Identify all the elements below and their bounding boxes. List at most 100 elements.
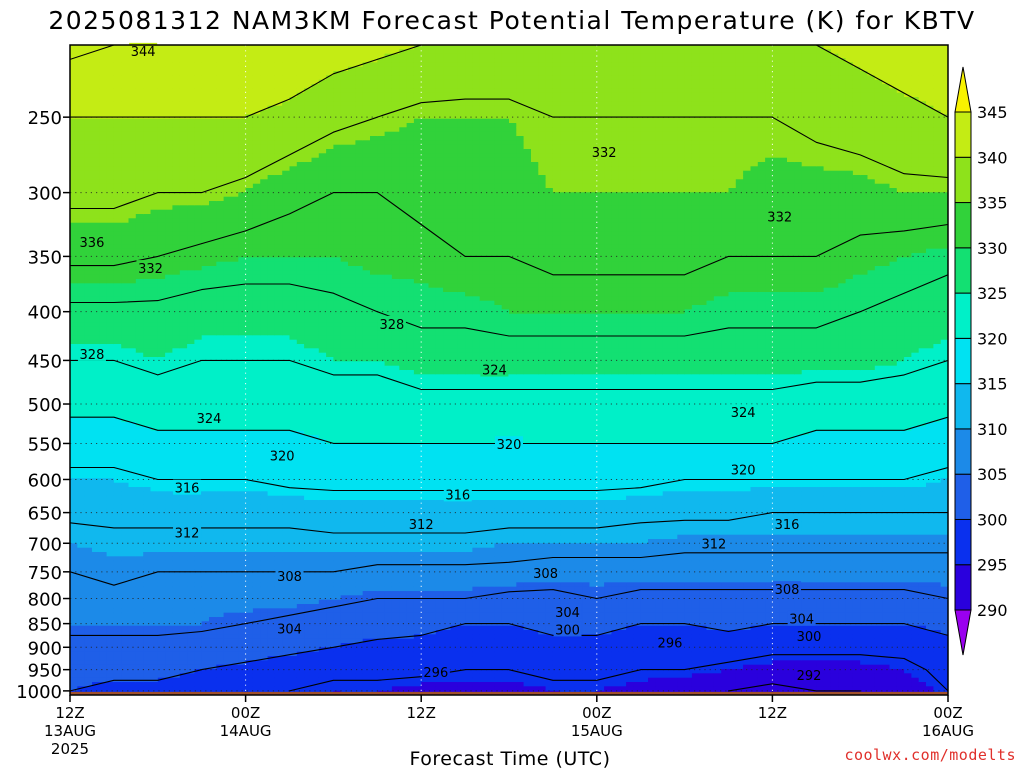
heatmap-cell	[165, 92, 173, 98]
heatmap-cell	[121, 127, 130, 133]
heatmap-cell	[172, 586, 181, 592]
heatmap-cell	[274, 292, 283, 297]
heatmap-cell	[187, 370, 195, 375]
heatmap-cell	[282, 123, 291, 128]
heatmap-cell	[121, 686, 130, 692]
heatmap-cell	[289, 647, 298, 653]
heatmap-cell	[128, 443, 137, 449]
heatmap-cell	[179, 62, 188, 68]
heatmap-cell	[77, 534, 86, 540]
heatmap-cell	[121, 75, 130, 81]
heatmap-cell	[274, 352, 283, 358]
heatmap-cell	[150, 495, 159, 501]
heatmap-cell	[179, 387, 188, 393]
heatmap-cell	[121, 508, 130, 514]
heatmap-cell	[121, 283, 130, 289]
heatmap-cell	[304, 205, 312, 211]
heatmap-cell	[106, 517, 115, 523]
heatmap-cell	[209, 656, 217, 661]
heatmap-cell	[92, 456, 100, 462]
heatmap-cell	[201, 227, 210, 232]
heatmap-cell	[201, 582, 210, 588]
heatmap-cell	[304, 170, 312, 176]
heatmap-cell	[92, 170, 100, 176]
heatmap-cell	[172, 88, 181, 94]
heatmap-cell	[282, 53, 291, 59]
heatmap-cell	[84, 218, 93, 224]
heatmap-cell	[282, 62, 291, 68]
heatmap-cell	[172, 422, 181, 427]
heatmap-cell	[92, 638, 100, 644]
heatmap-cell	[282, 560, 291, 566]
heatmap-cell	[311, 71, 320, 76]
heatmap-cell	[143, 686, 152, 692]
heatmap-cell	[289, 365, 298, 371]
heatmap-cell	[296, 547, 305, 553]
heatmap-cell	[106, 318, 115, 323]
heatmap-cell	[245, 491, 254, 497]
heatmap-cell	[99, 673, 108, 679]
heatmap-cell	[70, 591, 78, 596]
heatmap-cell	[157, 660, 166, 666]
heatmap-cell	[252, 595, 261, 601]
heatmap-cell	[92, 443, 100, 449]
heatmap-cell	[172, 270, 181, 276]
heatmap-cell	[289, 162, 298, 167]
heatmap-cell	[143, 530, 152, 536]
heatmap-cell	[70, 500, 78, 505]
heatmap-cell	[260, 625, 269, 631]
heatmap-cell	[77, 305, 86, 310]
heatmap-cell	[252, 383, 261, 388]
heatmap-cell	[113, 149, 122, 154]
heatmap-cell	[179, 370, 188, 375]
heatmap-cell	[113, 478, 122, 484]
heatmap-cell	[260, 508, 269, 514]
heatmap-cell	[128, 253, 137, 258]
heatmap-cell	[172, 664, 181, 670]
heatmap-cell	[157, 309, 166, 315]
heatmap-cell	[223, 573, 232, 579]
heatmap-cell	[209, 235, 217, 241]
heatmap-cell	[304, 461, 312, 466]
heatmap-cell	[267, 474, 276, 479]
heatmap-cell	[223, 404, 232, 410]
heatmap-cell	[238, 62, 247, 68]
heatmap-cell	[113, 266, 122, 271]
heatmap-cell	[223, 656, 232, 661]
heatmap-cell	[135, 487, 144, 492]
heatmap-cell	[267, 417, 276, 423]
heatmap-cell	[267, 244, 276, 250]
heatmap-cell	[121, 58, 130, 63]
heatmap-cell	[282, 248, 291, 254]
heatmap-cell	[304, 565, 312, 570]
heatmap-cell	[187, 495, 195, 501]
heatmap-cell	[70, 326, 78, 332]
heatmap-cell	[135, 664, 144, 670]
heatmap-cell	[99, 175, 108, 180]
heatmap-cell	[216, 547, 225, 553]
heatmap-cell	[99, 296, 108, 302]
heatmap-cell	[113, 335, 122, 341]
heatmap-cell	[238, 409, 247, 414]
heatmap-cell	[223, 682, 232, 687]
heatmap-cell	[172, 71, 181, 76]
heatmap-cell	[282, 66, 291, 72]
heatmap-cell	[70, 287, 78, 293]
heatmap-cell	[106, 157, 115, 163]
heatmap-cell	[282, 387, 291, 393]
heatmap-cell	[143, 487, 152, 492]
heatmap-cell	[304, 391, 312, 397]
heatmap-cell	[231, 396, 239, 401]
heatmap-cell	[238, 478, 247, 484]
heatmap-cell	[311, 92, 320, 98]
heatmap-cell	[128, 413, 137, 419]
heatmap-cell	[231, 71, 239, 76]
heatmap-cell	[289, 53, 298, 59]
heatmap-cell	[77, 75, 86, 81]
heatmap-cell	[84, 630, 93, 635]
heatmap-cell	[165, 391, 173, 397]
heatmap-cell	[135, 123, 144, 128]
heatmap-cell	[296, 175, 305, 180]
heatmap-cell	[282, 188, 291, 193]
heatmap-cell	[84, 361, 93, 367]
